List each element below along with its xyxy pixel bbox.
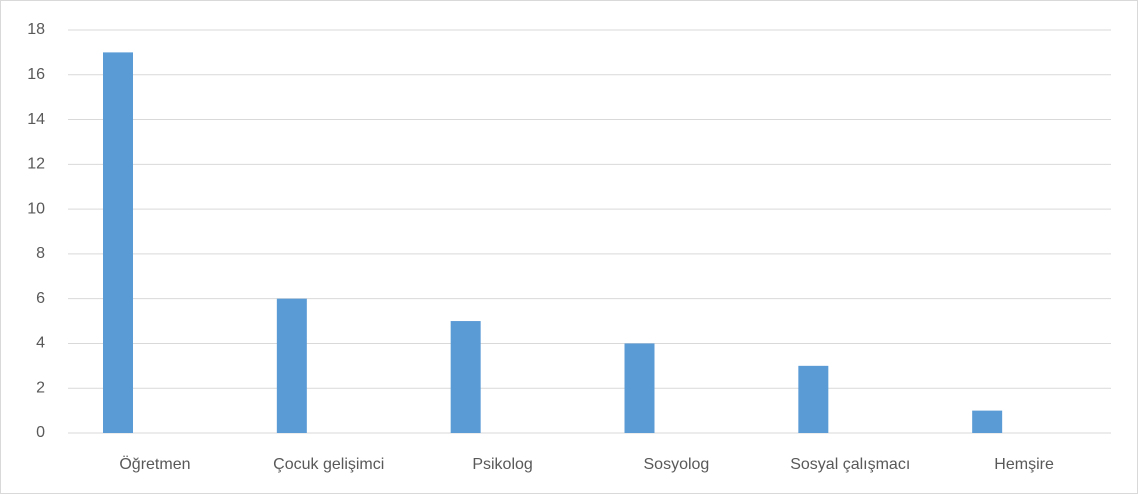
y-tick-label: 12 [27, 156, 45, 173]
x-tick-label: Çocuk gelişimci [273, 456, 384, 473]
bar [798, 365, 829, 433]
bar [276, 298, 307, 433]
y-tick-label: 2 [36, 379, 45, 396]
bar [624, 343, 655, 433]
x-tick-label: Öğretmen [119, 455, 190, 473]
y-tick-label: 0 [36, 424, 45, 441]
y-tick-label: 6 [36, 290, 45, 307]
bar [972, 410, 1003, 433]
x-tick-label: Sosyal çalışmacı [790, 456, 910, 473]
x-tick-label: Hemşire [994, 456, 1054, 473]
y-tick-label: 8 [36, 245, 45, 262]
x-tick-label: Sosyolog [644, 456, 710, 473]
y-tick-label: 4 [36, 335, 45, 352]
y-tick-label: 18 [27, 21, 45, 38]
x-tick-label: Psikolog [472, 456, 532, 473]
y-tick-label: 14 [27, 111, 45, 128]
y-tick-label: 16 [27, 66, 45, 83]
bar [103, 52, 133, 434]
bar [450, 321, 481, 433]
y-tick-label: 10 [27, 200, 45, 217]
